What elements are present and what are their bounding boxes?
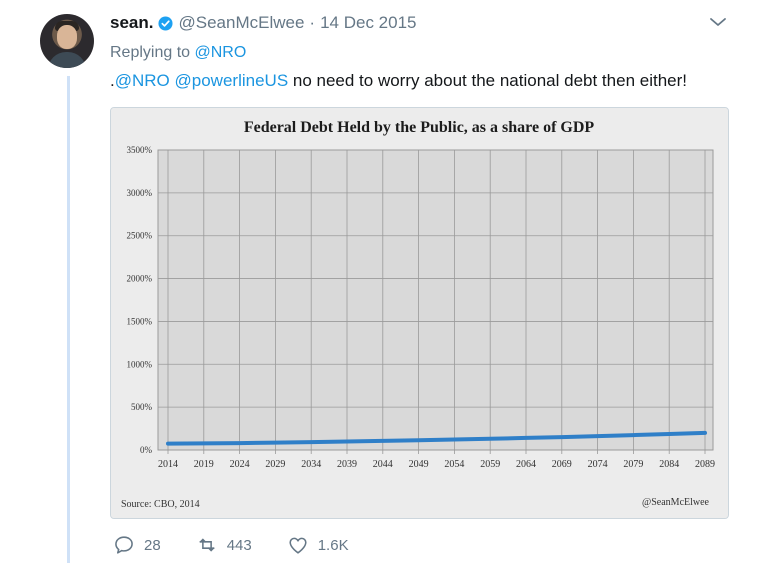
x-tick-label: 2089 [695, 459, 715, 470]
text-body: no need to worry about the national debt… [288, 71, 687, 90]
mention-powerlineus[interactable]: @powerlineUS [174, 71, 289, 90]
x-tick-label: 2029 [265, 459, 285, 470]
retweet-button[interactable]: 443 [196, 534, 252, 556]
y-tick-label: 0% [140, 445, 153, 455]
reply-icon [115, 536, 133, 554]
retweet-icon [199, 538, 215, 552]
like-icon [289, 537, 307, 554]
x-tick-label: 2064 [516, 459, 536, 470]
grid-lines [158, 149, 713, 454]
header-separator: · [309, 13, 316, 32]
chart-title: Federal Debt Held by the Public, as a sh… [244, 119, 595, 136]
tweet-image-chart[interactable]: Federal Debt Held by the Public, as a sh… [110, 107, 729, 519]
plot-area [157, 149, 714, 451]
retweet-count: 443 [226, 536, 252, 554]
author-handle[interactable]: @SeanMcElwee [178, 13, 305, 32]
series-line-debt [166, 430, 707, 446]
tweet-actions: 28 443 1.6K [113, 534, 384, 556]
replying-prefix: Replying to [110, 44, 195, 61]
like-count: 1.6K [317, 536, 349, 554]
x-tick-label: 2069 [552, 459, 572, 470]
x-tick-label: 2054 [444, 459, 464, 470]
x-tick-label: 2039 [337, 459, 357, 470]
x-tick-label: 2044 [373, 459, 393, 470]
y-tick-label: 1500% [127, 316, 153, 326]
avatar-shirt [48, 52, 86, 68]
x-tick-label: 2079 [623, 459, 643, 470]
like-button[interactable]: 1.6K [287, 534, 349, 556]
tweet-text: .@NRO @powerlineUS no need to worry abou… [110, 71, 687, 91]
y-tick-label: 1000% [127, 359, 153, 369]
reply-count: 28 [144, 536, 161, 554]
y-tick-label: 2000% [127, 274, 153, 284]
x-tick-label: 2034 [301, 459, 321, 470]
x-tick-label: 2074 [588, 459, 608, 470]
avatar[interactable] [40, 14, 94, 68]
text-prefix: . [110, 71, 115, 90]
chart-watermark: @SeanMcElwee [642, 497, 710, 508]
y-tick-labels: 0% 500% 1000% 1500% 2000% 2500% 3000% 3500% [127, 145, 153, 455]
verified-badge-icon [158, 15, 174, 31]
replying-to-line: Replying to @NRO [110, 44, 246, 62]
x-tick-label: 2049 [409, 459, 429, 470]
chevron-down-icon[interactable] [708, 12, 728, 32]
x-tick-label: 2084 [659, 459, 679, 470]
y-tick-label: 500% [131, 402, 153, 412]
x-tick-label: 2014 [158, 459, 178, 470]
tweet-header: sean. @SeanMcElwee · 14 Dec 2015 [110, 12, 417, 34]
replying-to-link[interactable]: @NRO [194, 44, 247, 61]
x-tick-label: 2059 [480, 459, 500, 470]
thread-line [67, 76, 70, 563]
mention-nro[interactable]: @NRO [114, 71, 170, 90]
x-tick-label: 2019 [194, 459, 214, 470]
chart-source: Source: CBO, 2014 [121, 499, 200, 510]
author-name[interactable]: sean. [110, 13, 154, 32]
y-tick-label: 2500% [127, 231, 153, 241]
x-tick-labels: 2014 2019 2024 2029 2034 2039 2044 2049 2054 2059… [158, 459, 715, 470]
x-tick-label: 2024 [230, 459, 250, 470]
avatar-face [57, 25, 77, 49]
y-tick-label: 3000% [127, 188, 153, 198]
y-tick-label: 3500% [127, 145, 153, 155]
debt-chart: Federal Debt Held by the Public, as a sh… [111, 108, 728, 518]
reply-button[interactable]: 28 [113, 534, 161, 556]
tweet-date[interactable]: 14 Dec 2015 [320, 13, 417, 32]
